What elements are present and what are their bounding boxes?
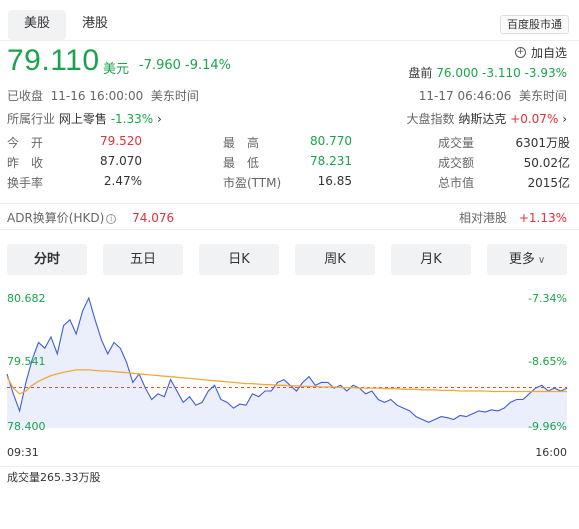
stat-value-open: 79.520	[100, 134, 142, 148]
stats-grid: 今 开 79.520 最 高 80.770 成交量 6301万股 昨 收 87.…	[7, 134, 570, 194]
premarket-quote: 盘前 76.000 -3.110 -3.93%	[408, 64, 567, 81]
volume-label: 成交量265.33万股	[7, 471, 101, 484]
chart-tab-more[interactable]: 更多 ∨	[487, 244, 567, 275]
stat-value-turnover: 50.02亿	[523, 156, 570, 170]
stat-value-volume: 6301万股	[515, 136, 570, 150]
stats-row: 昨 收 87.070 最 低 78.231 成交额 50.02亿	[7, 154, 570, 174]
y-axis-pct-high: -7.34%	[528, 292, 567, 305]
stat-label-pe: 市盈(TTM)	[223, 176, 282, 190]
industry-label: 所属行业	[7, 112, 56, 126]
relative-hk-value: +1.13%	[518, 211, 567, 225]
info-icon[interactable]: i	[106, 214, 117, 224]
premarket-label: 盘前	[408, 66, 433, 80]
more-label: 更多	[508, 252, 535, 267]
current-timezone: 美东时间	[518, 89, 567, 103]
y-axis-pct-low: -9.96%	[528, 420, 567, 433]
chart-tab-5day[interactable]: 五日	[103, 244, 183, 275]
industry-name: 网上零售	[58, 112, 107, 126]
industry-change: -1.33%	[110, 112, 154, 126]
average-price-line	[6, 369, 567, 395]
industry-link[interactable]: 网上零售 -1.33% ›	[59, 112, 162, 126]
chevron-right-icon: ›	[562, 112, 567, 126]
divider	[0, 466, 579, 467]
industry-row: 所属行业 网上零售 -1.33% › 大盘指数 纳斯达克 +0.07% ›	[7, 110, 567, 127]
plus-circle-icon: +	[514, 47, 526, 58]
y-axis-label-low: 78.400	[7, 420, 46, 433]
index-link[interactable]: 大盘指数 纳斯达克 +0.07% ›	[406, 110, 567, 127]
divider	[0, 203, 579, 204]
add-to-watchlist-label: 加自选	[530, 46, 567, 60]
close-time: 11-16 16:00:00	[50, 89, 144, 103]
market-status: 已收盘	[7, 89, 44, 103]
adr-label: ADR换算价(HKD)	[7, 211, 105, 225]
x-axis-label-end: 16:00	[535, 446, 567, 459]
y-axis-pct-mid: -8.65%	[528, 355, 567, 368]
stats-row: 今 开 79.520 最 高 80.770 成交量 6301万股	[7, 134, 570, 154]
current-time: 11-17 06:46:06	[418, 89, 512, 103]
premarket-value: 76.000 -3.110 -3.93%	[436, 66, 567, 80]
source-badge[interactable]: 百度股市通	[500, 15, 569, 34]
adr-row: ADR换算价(HKD) i 74.076 相对港股 +1.13%	[7, 209, 567, 226]
stat-label-high: 最 高	[223, 136, 260, 150]
intraday-chart-svg	[6, 296, 568, 428]
stat-label-low: 最 低	[223, 156, 260, 170]
index-change: +0.07%	[510, 112, 559, 126]
x-axis-label-start: 09:31	[7, 446, 39, 459]
stat-value-high: 80.770	[310, 134, 352, 148]
close-timezone: 美东时间	[150, 89, 199, 103]
add-to-watchlist-button[interactable]: + 加自选	[514, 44, 567, 61]
tab-hk-stocks[interactable]: 港股	[81, 16, 108, 31]
chevron-right-icon: ›	[156, 112, 162, 126]
chart-tab-intraday[interactable]: 分时	[7, 244, 87, 275]
price-change: -7.960 -9.14%	[139, 58, 232, 73]
chart-tabs: 分时 五日 日K 周K 月K 更多 ∨	[7, 244, 567, 275]
relative-hk-label: 相对港股	[458, 211, 507, 225]
stat-value-turnover-rate: 2.47%	[103, 174, 142, 188]
market-status-row: 已收盘 11-16 16:00:00 美东时间 11-17 06:46:06 美…	[7, 87, 567, 104]
stat-value-market-cap: 2015亿	[527, 176, 570, 190]
stats-row: 换手率 2.47% 市盈(TTM) 16.85 总市值 2015亿	[7, 174, 570, 194]
divider	[0, 40, 579, 41]
stat-value-prev-close: 87.070	[100, 154, 142, 168]
stat-label-turnover: 成交额	[438, 156, 475, 170]
chart-tab-weekly-k[interactable]: 周K	[295, 244, 375, 275]
divider	[0, 229, 579, 230]
stat-value-pe: 16.85	[317, 174, 352, 188]
chart-tab-monthly-k[interactable]: 月K	[391, 244, 471, 275]
stat-label-prev-close: 昨 收	[7, 156, 44, 170]
chevron-down-icon: ∨	[537, 255, 546, 266]
price-line	[6, 296, 568, 423]
y-axis-label-mid: 79.541	[7, 355, 46, 368]
stat-label-open: 今 开	[7, 136, 44, 150]
index-name: 纳斯达克	[458, 112, 507, 126]
price-area-fill	[7, 298, 567, 428]
currency-label: 美元	[103, 62, 130, 77]
current-price: 79.110	[7, 44, 100, 77]
y-axis-label-high: 80.682	[7, 292, 46, 305]
index-label: 大盘指数	[406, 112, 455, 126]
stat-label-market-cap: 总市值	[438, 176, 475, 190]
intraday-chart[interactable]: 80.682 79.541 78.400 -7.34% -8.65% -9.96…	[0, 288, 579, 463]
stat-value-low: 78.231	[310, 154, 352, 168]
chart-tab-daily-k[interactable]: 日K	[199, 244, 279, 275]
tab-us-stocks[interactable]: 美股	[8, 10, 66, 40]
stat-label-volume: 成交量	[438, 136, 475, 150]
market-tabs: 美股 港股	[8, 10, 124, 40]
stat-label-turnover-rate: 换手率	[7, 176, 44, 190]
adr-value: 74.076	[132, 211, 175, 225]
